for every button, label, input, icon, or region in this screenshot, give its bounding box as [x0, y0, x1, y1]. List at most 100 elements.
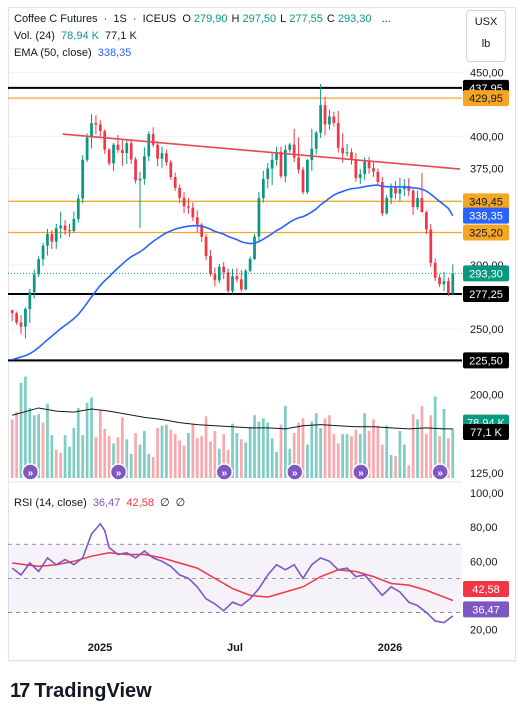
- candle-body: [270, 159, 274, 169]
- event-marker-arrow: »: [437, 468, 443, 479]
- candle-body: [420, 197, 424, 213]
- rsi-value-label-bg: [463, 580, 509, 597]
- candle-body: [76, 198, 80, 220]
- candle: [90, 114, 93, 149]
- candle: [319, 83, 322, 139]
- volume-bar: [204, 416, 208, 478]
- candle-body: [63, 225, 67, 231]
- price-label-text: 293,30: [469, 268, 503, 280]
- price-label: 325,20: [463, 224, 509, 241]
- candle: [433, 258, 437, 281]
- volume-bar: [398, 430, 402, 478]
- candle-body: [191, 207, 195, 218]
- volume-axis-tick: 200,00: [470, 389, 504, 401]
- volume-bar: [125, 439, 129, 478]
- event-marker-arrow: »: [116, 468, 122, 479]
- candle-body: [438, 277, 441, 285]
- candle: [120, 139, 124, 166]
- candle-body: [266, 168, 270, 179]
- candle-body: [292, 144, 296, 158]
- event-marker-circle: [286, 463, 304, 481]
- volume-bar: [328, 415, 331, 478]
- candle: [288, 142, 292, 153]
- volume-bar: [147, 453, 151, 478]
- candle: [76, 194, 80, 223]
- candle: [134, 157, 137, 184]
- candle-body: [424, 212, 428, 230]
- rsi-legend[interactable]: RSI (14, close) 36,47 42,58 ∅ ∅: [14, 496, 188, 509]
- candle-body: [195, 217, 199, 225]
- volume-bar: [165, 424, 168, 478]
- candle-body: [310, 148, 314, 161]
- candle: [310, 128, 314, 171]
- rsi-axis-tick: 80,00: [470, 522, 498, 534]
- event-marker-arrow: »: [28, 468, 34, 479]
- volume-bar: [98, 410, 102, 478]
- candle-body: [134, 159, 137, 181]
- price-label-text: 429,95: [469, 93, 503, 105]
- candle: [323, 96, 327, 136]
- tradingview-logo[interactable]: 17 TradingView: [10, 680, 152, 703]
- volume-bar: [270, 438, 274, 478]
- volume-legend[interactable]: Vol. (24) 78,94 K 77,1 K: [14, 30, 140, 42]
- candle: [239, 269, 243, 292]
- volume-bar: [235, 433, 239, 478]
- volume-bar: [284, 405, 287, 478]
- event-marker-circle: [215, 463, 234, 481]
- candle: [50, 230, 54, 250]
- volume-bar: [24, 376, 27, 478]
- volume-bar: [420, 405, 424, 478]
- more-ellipsis: ...: [381, 13, 391, 25]
- candle-body: [19, 322, 23, 327]
- volume-bar: [354, 429, 358, 478]
- candle-body: [306, 160, 309, 193]
- volume-bar: [332, 434, 336, 478]
- candle-body: [261, 178, 265, 199]
- event-marker-icon: »: [286, 463, 304, 481]
- candle-body: [178, 187, 181, 198]
- candle-body: [358, 174, 362, 178]
- volume-bar: [200, 436, 204, 478]
- candle-body: [187, 206, 190, 208]
- symbol-legend[interactable]: Coffee C Futures · 1S · ICEUS O 279,90 H 29…: [14, 13, 391, 25]
- volume-bar: [81, 435, 85, 478]
- volume-bar: [376, 425, 380, 478]
- rsi-value-3: ∅: [160, 497, 170, 509]
- candle: [173, 172, 177, 191]
- candle-body: [112, 144, 115, 164]
- ema-legend[interactable]: EMA (50, close) 338,35: [14, 47, 134, 59]
- candle: [301, 166, 305, 195]
- candle-body: [288, 144, 292, 150]
- ohlc-value-c: 293,30: [337, 13, 372, 25]
- volume-bar: [438, 436, 441, 478]
- candle-body: [32, 274, 36, 293]
- price-axis-tick: 250,00: [470, 324, 504, 336]
- candle-body: [81, 159, 85, 199]
- volume-value-2: 77,1 K: [105, 30, 137, 42]
- candle: [59, 211, 63, 239]
- candle-body: [380, 181, 384, 214]
- candle: [165, 149, 168, 167]
- candle-body: [138, 178, 142, 181]
- candle-body: [231, 276, 234, 291]
- currency-unit-selector[interactable]: USX lb: [466, 10, 506, 62]
- candle-body: [72, 219, 76, 232]
- volume-bar: [292, 433, 296, 478]
- volume-bar: [169, 429, 173, 478]
- candle: [345, 144, 349, 157]
- volume-bar: [160, 425, 164, 478]
- candle-body: [442, 281, 446, 285]
- candle-body: [323, 105, 327, 125]
- rsi-value-label-bg: [463, 601, 509, 618]
- candle-body: [451, 273, 455, 294]
- candle-body: [394, 187, 397, 194]
- volume-bar: [72, 427, 76, 478]
- candle: [279, 146, 283, 179]
- candle: [204, 233, 208, 261]
- candle: [328, 109, 331, 130]
- trendline: [62, 133, 461, 170]
- time-axis-tick: 2026: [378, 642, 402, 654]
- candle-body: [156, 144, 159, 159]
- candle-body: [376, 171, 380, 182]
